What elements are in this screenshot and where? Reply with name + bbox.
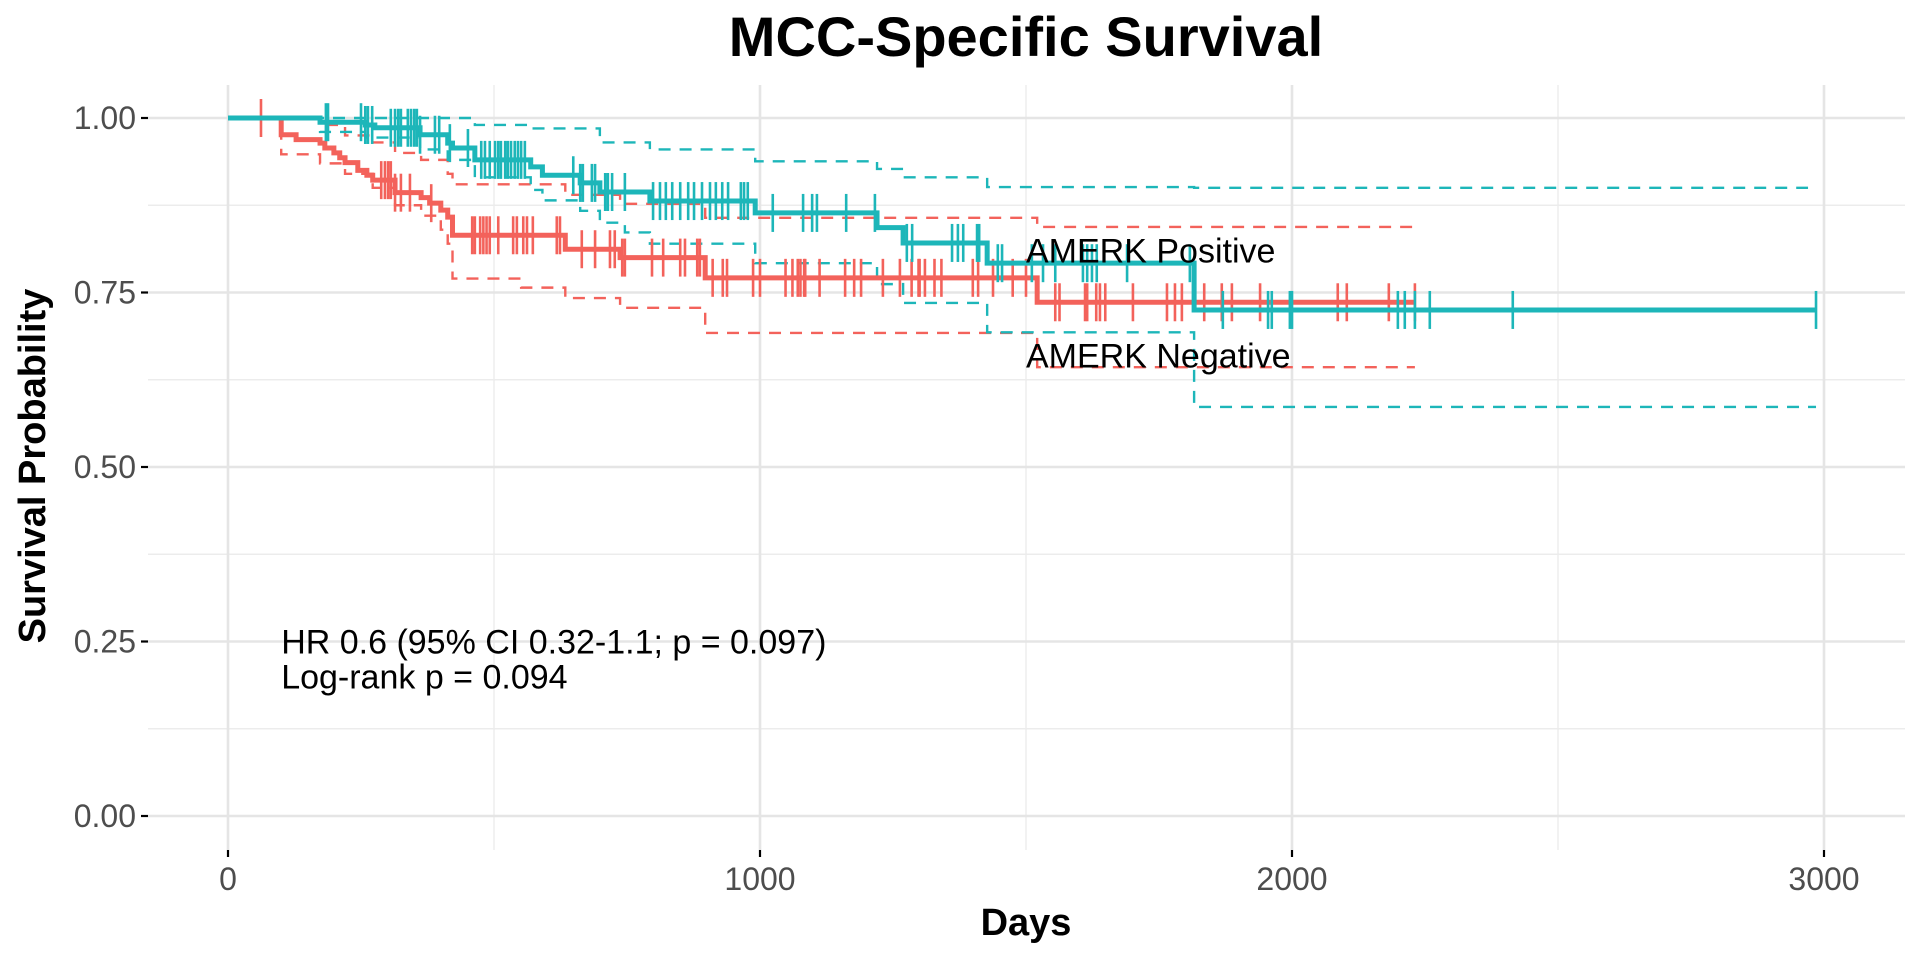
x-axis: 0 1000 2000 3000	[219, 850, 1860, 897]
x-tick-label: 0	[219, 861, 237, 897]
y-tick-label: 0.50	[74, 449, 136, 485]
y-tick-label: 1.00	[74, 100, 136, 136]
y-axis: 0.00 0.25 0.50 0.75 1.00	[74, 100, 148, 834]
ci-lower-line	[228, 116, 1415, 369]
series-label-positive: AMERK Positive	[1026, 233, 1275, 271]
hazard-ratio-annotation: HR 0.6 (95% CI 0.32-1.1; p = 0.097)	[281, 624, 826, 662]
chart-title: MCC-Specific Survival	[729, 5, 1323, 68]
annotations: HR 0.6 (95% CI 0.32-1.1; p = 0.097)Log-r…	[281, 624, 826, 697]
x-axis-title: Days	[981, 902, 1072, 944]
series-label-negative: AMERK Negative	[1026, 337, 1291, 375]
series-labels: AMERK Negative AMERK Positive	[1026, 233, 1291, 376]
ci-upper-line	[228, 116, 1809, 189]
y-tick-label: 0.75	[74, 275, 136, 311]
series-positive	[228, 103, 1818, 329]
survival-curve	[228, 115, 1817, 313]
series-negative	[228, 99, 1417, 322]
x-tick-label: 3000	[1788, 861, 1859, 897]
x-tick-label: 1000	[724, 861, 795, 897]
series-layer	[228, 99, 1818, 409]
y-tick-label: 0.25	[74, 624, 136, 660]
x-tick-label: 2000	[1256, 861, 1327, 897]
y-tick-label: 0.00	[74, 798, 136, 834]
logrank-annotation: Log-rank p = 0.094	[281, 658, 567, 696]
y-axis-title: Survival Probability	[12, 289, 54, 644]
